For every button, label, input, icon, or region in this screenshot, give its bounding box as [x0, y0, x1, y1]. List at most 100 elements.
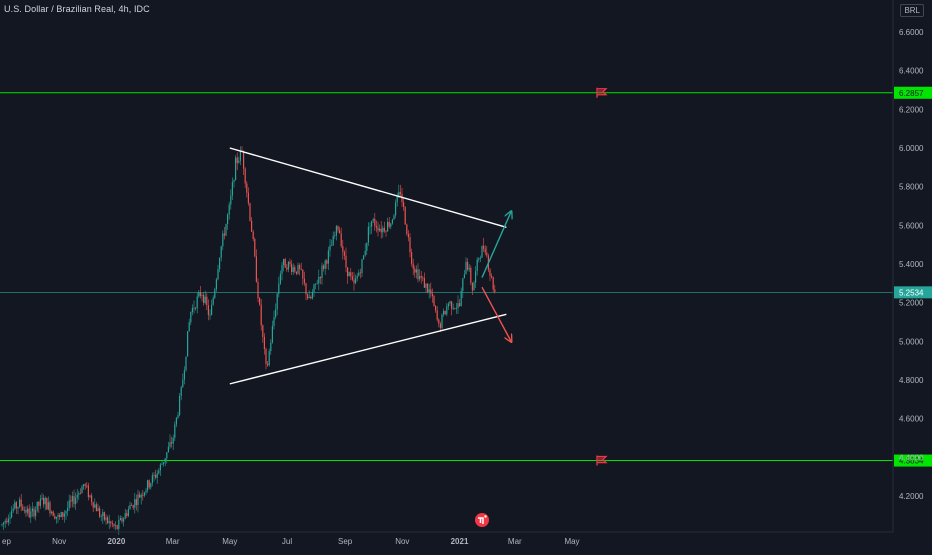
upper-trendline[interactable] [229, 147, 507, 228]
candle-body [167, 446, 169, 453]
drawings [229, 147, 511, 385]
candle-body [159, 464, 161, 471]
candle-body [59, 514, 61, 518]
candle-body [380, 228, 382, 233]
candle-body [223, 233, 225, 236]
candle-body [198, 291, 200, 297]
x-tick-label: Jul [282, 537, 292, 546]
candle-body [260, 304, 262, 326]
candle-body [283, 258, 285, 266]
candle-body [345, 255, 347, 268]
currency-badge[interactable]: BRL [900, 4, 924, 17]
candle-body [84, 484, 86, 486]
candle-body [371, 220, 373, 227]
breakout-down-arrow[interactable] [481, 286, 511, 341]
candle-body [364, 250, 366, 256]
candle-body [148, 480, 150, 488]
candle-body [33, 508, 35, 517]
x-tick-label: Nov [395, 537, 409, 546]
candle-body [351, 276, 353, 280]
candle-body [99, 508, 101, 517]
candle-body [404, 207, 406, 225]
candle-body [379, 228, 381, 231]
candle-body [489, 269, 491, 276]
candle-body [483, 245, 485, 249]
candle-body [347, 267, 349, 277]
candle-body [3, 522, 5, 525]
candle-body [420, 276, 422, 278]
candle-body [273, 317, 275, 327]
y-tick-label: 6.6000 [899, 28, 924, 37]
candle-body [294, 267, 296, 272]
x-tick-label: Mar [166, 537, 180, 546]
candle-body [468, 267, 470, 270]
red-flag-icon[interactable] [596, 455, 608, 466]
candle-body [204, 296, 206, 303]
breakout-up-arrow[interactable] [481, 212, 511, 278]
candle-body [193, 307, 195, 309]
y-tick-label: 5.4000 [899, 260, 924, 269]
candle-body [163, 462, 165, 464]
candle-body [372, 218, 374, 221]
x-tick-label: 2020 [107, 537, 125, 546]
candle-body [110, 521, 112, 524]
candle-body [107, 517, 109, 524]
candle-body [158, 470, 160, 474]
candle-body [15, 502, 17, 509]
candle-body [105, 517, 107, 520]
candle-body [358, 272, 360, 276]
candle-body [291, 264, 293, 272]
candle-body [414, 268, 416, 273]
candle-body [395, 202, 397, 216]
candle-body [286, 267, 288, 270]
x-tick-label: 2021 [451, 537, 469, 546]
candle-body [47, 502, 49, 510]
candle-body [244, 168, 246, 184]
candle-body [438, 319, 440, 324]
candle-body [390, 223, 392, 227]
candle-body [153, 474, 155, 476]
candle-body [71, 495, 73, 502]
candle-body [233, 180, 235, 183]
candle-body [359, 272, 361, 274]
tradingview-logo-icon[interactable] [475, 513, 489, 527]
candle-body [361, 259, 363, 274]
candle-body [151, 475, 153, 484]
candle-body [62, 512, 64, 517]
candle-body [470, 267, 472, 283]
candle-body [265, 348, 267, 364]
candle-body [169, 442, 171, 447]
support-level-label: 4.3834 [899, 457, 924, 466]
candle-body [399, 192, 401, 194]
lower-trendline[interactable] [229, 313, 507, 385]
candle-body [65, 511, 67, 514]
candle-body [9, 517, 11, 519]
candle-body [494, 289, 496, 292]
candle-body [481, 245, 483, 258]
candle-body [171, 442, 173, 444]
chart-title: U.S. Dollar / Brazilian Real, 4h, IDC [4, 4, 150, 14]
y-tick-label: 6.0000 [899, 144, 924, 153]
red-flag-icon[interactable] [596, 87, 608, 98]
candle-body [297, 265, 299, 274]
candle-body [366, 242, 368, 251]
candle-body [467, 261, 469, 270]
candle-body [140, 494, 142, 498]
candle-body [118, 520, 120, 529]
candle-body [92, 502, 94, 508]
candle-body [473, 282, 475, 291]
candle-body [425, 283, 427, 288]
candle-body [238, 160, 240, 163]
candle-body [86, 485, 88, 487]
x-tick-label: Sep [338, 537, 353, 546]
candle-body [415, 269, 417, 273]
candle-body [108, 521, 110, 524]
candle-body [375, 226, 377, 228]
candle-body [145, 490, 147, 493]
candle-body [367, 227, 369, 243]
candle-body [422, 277, 424, 279]
candle-body [23, 509, 25, 511]
candle-body [39, 498, 41, 506]
